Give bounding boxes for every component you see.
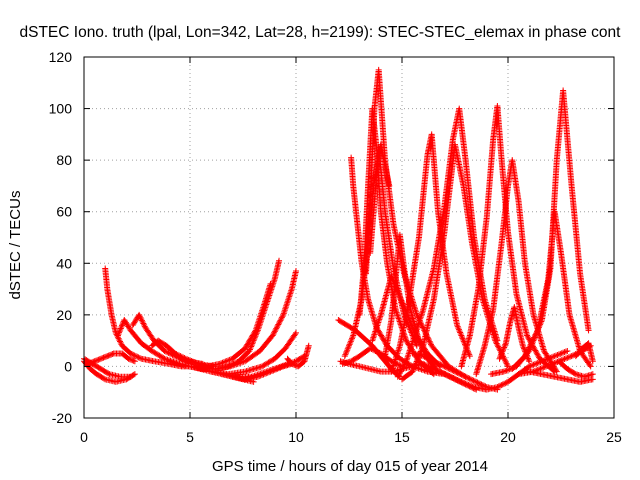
x-tick-label: 15 — [394, 429, 410, 445]
series-track — [526, 368, 596, 385]
series-track — [229, 360, 295, 383]
y-tick-label: 40 — [56, 255, 72, 271]
series-track — [85, 350, 138, 367]
data-point-markers — [388, 131, 473, 375]
y-tick-label: 100 — [49, 101, 73, 117]
data-point-markers — [284, 342, 312, 370]
data-point-markers — [437, 347, 571, 393]
chart-title: dSTEC Iono. truth (lpal, Lon=342, Lat=28… — [20, 24, 622, 41]
y-tick-label: 120 — [49, 49, 73, 65]
data-point-markers — [399, 141, 511, 383]
y-tick-label: 60 — [56, 204, 72, 220]
series-track — [197, 268, 299, 373]
x-tick-label: 20 — [500, 429, 516, 445]
x-tick-label: 0 — [80, 429, 88, 445]
series-track — [399, 141, 511, 383]
y-tick-label: -20 — [52, 410, 72, 426]
x-axis-label: GPS time / hours of day 015 of year 2014 — [212, 458, 488, 475]
series-track — [388, 131, 473, 375]
data-point-markers — [526, 368, 596, 385]
series-track — [509, 208, 594, 373]
series-track — [191, 280, 274, 370]
x-tick-label: 10 — [288, 429, 304, 445]
plot-frame — [83, 56, 615, 419]
series-track — [284, 342, 312, 370]
data-point-markers — [229, 360, 295, 383]
data-point-markers — [191, 280, 274, 370]
title-text: dSTEC Iono. truth (lpal, Lon=342, Lat=28… — [20, 24, 622, 41]
y-tick-label: 80 — [56, 152, 72, 168]
data-point-markers — [572, 340, 596, 365]
data-points — [81, 66, 596, 393]
data-point-markers — [509, 208, 594, 373]
series-track — [496, 304, 533, 365]
y-tick-label: 0 — [64, 358, 72, 374]
data-point-markers — [197, 268, 299, 373]
data-point-markers — [85, 350, 138, 367]
data-point-markers — [496, 304, 533, 365]
data-point-markers — [555, 358, 596, 380]
x-tick-label: 25 — [606, 429, 622, 445]
axis-ticks: 0 5 10 15 20 25 -20 0 20 40 60 80 100 120 — [49, 49, 622, 445]
series-track — [437, 347, 571, 393]
y-axis-label: dSTEC / TECUs — [7, 191, 24, 300]
series-track — [572, 340, 596, 365]
y-tick-label: 20 — [56, 307, 72, 323]
series-track — [555, 358, 596, 380]
x-tick-label: 5 — [186, 429, 194, 445]
